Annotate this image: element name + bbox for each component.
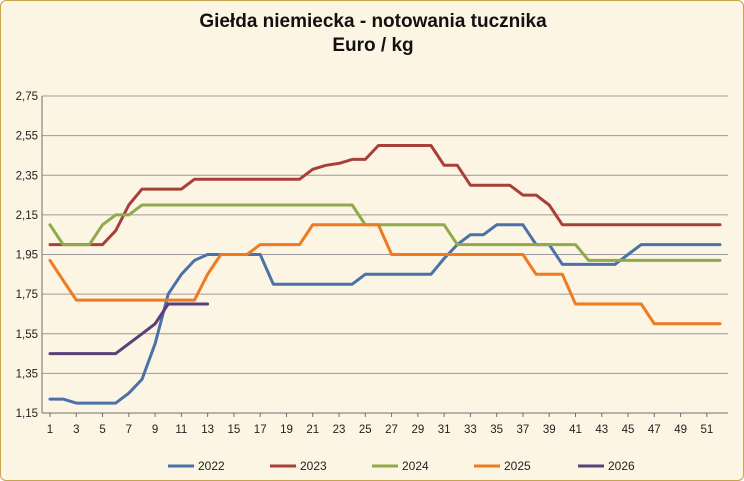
x-tick-label: 35 bbox=[490, 424, 503, 436]
y-tick-label: 2,35 bbox=[16, 170, 38, 182]
x-tick-label: 15 bbox=[228, 424, 241, 436]
y-tick-label: 1,35 bbox=[16, 368, 38, 380]
series-line-2026 bbox=[48, 302, 210, 356]
x-tick-label: 25 bbox=[359, 424, 372, 436]
series-line-2024 bbox=[48, 203, 722, 262]
series-line-2022 bbox=[48, 223, 722, 405]
x-tick-label: 7 bbox=[126, 424, 132, 436]
chart-title: Giełda niemiecka - notowania tucznika bbox=[199, 11, 547, 32]
x-tick-label: 43 bbox=[595, 424, 608, 436]
y-tick-label: 2,15 bbox=[16, 210, 38, 222]
chart-subtitle: Euro / kg bbox=[332, 35, 414, 56]
x-tick-label: 51 bbox=[700, 424, 713, 436]
x-tick-label: 49 bbox=[674, 424, 687, 436]
x-tick-label: 23 bbox=[333, 424, 346, 436]
y-tick-label: 2,75 bbox=[16, 91, 38, 103]
x-tick-label: 19 bbox=[280, 424, 293, 436]
y-tick-label: 1,75 bbox=[16, 289, 38, 301]
x-tick-label: 33 bbox=[464, 424, 477, 436]
x-tick-label: 37 bbox=[517, 424, 530, 436]
x-tick-label: 41 bbox=[569, 424, 582, 436]
x-tick-label: 29 bbox=[411, 424, 424, 436]
legend-label-2022: 2022 bbox=[198, 459, 225, 473]
x-tick-label: 31 bbox=[438, 424, 451, 436]
x-tick-label: 1 bbox=[47, 424, 53, 436]
y-tick-label: 1,55 bbox=[16, 329, 38, 341]
x-tick-label: 11 bbox=[175, 424, 187, 436]
series-line-2025 bbox=[48, 223, 722, 326]
x-tick-label: 39 bbox=[543, 424, 556, 436]
x-tick-label: 27 bbox=[385, 424, 398, 436]
x-tick-label: 3 bbox=[73, 424, 79, 436]
y-tick-label: 2,55 bbox=[16, 131, 38, 143]
x-tick-label: 9 bbox=[152, 424, 158, 436]
y-tick-label: 1,95 bbox=[16, 250, 38, 262]
series-line-2023 bbox=[48, 144, 722, 247]
x-tick-label: 13 bbox=[201, 424, 214, 436]
legend-label-2025: 2025 bbox=[504, 459, 531, 473]
x-tick-label: 21 bbox=[306, 424, 319, 436]
x-tick-label: 47 bbox=[648, 424, 661, 436]
y-tick-label: 1,15 bbox=[16, 408, 38, 420]
legend-label-2023: 2023 bbox=[300, 459, 327, 473]
x-tick-label: 17 bbox=[254, 424, 267, 436]
legend-label-2024: 2024 bbox=[402, 459, 429, 473]
x-tick-label: 45 bbox=[622, 424, 635, 436]
x-tick-label: 5 bbox=[99, 424, 105, 436]
legend-label-2026: 2026 bbox=[608, 459, 635, 473]
